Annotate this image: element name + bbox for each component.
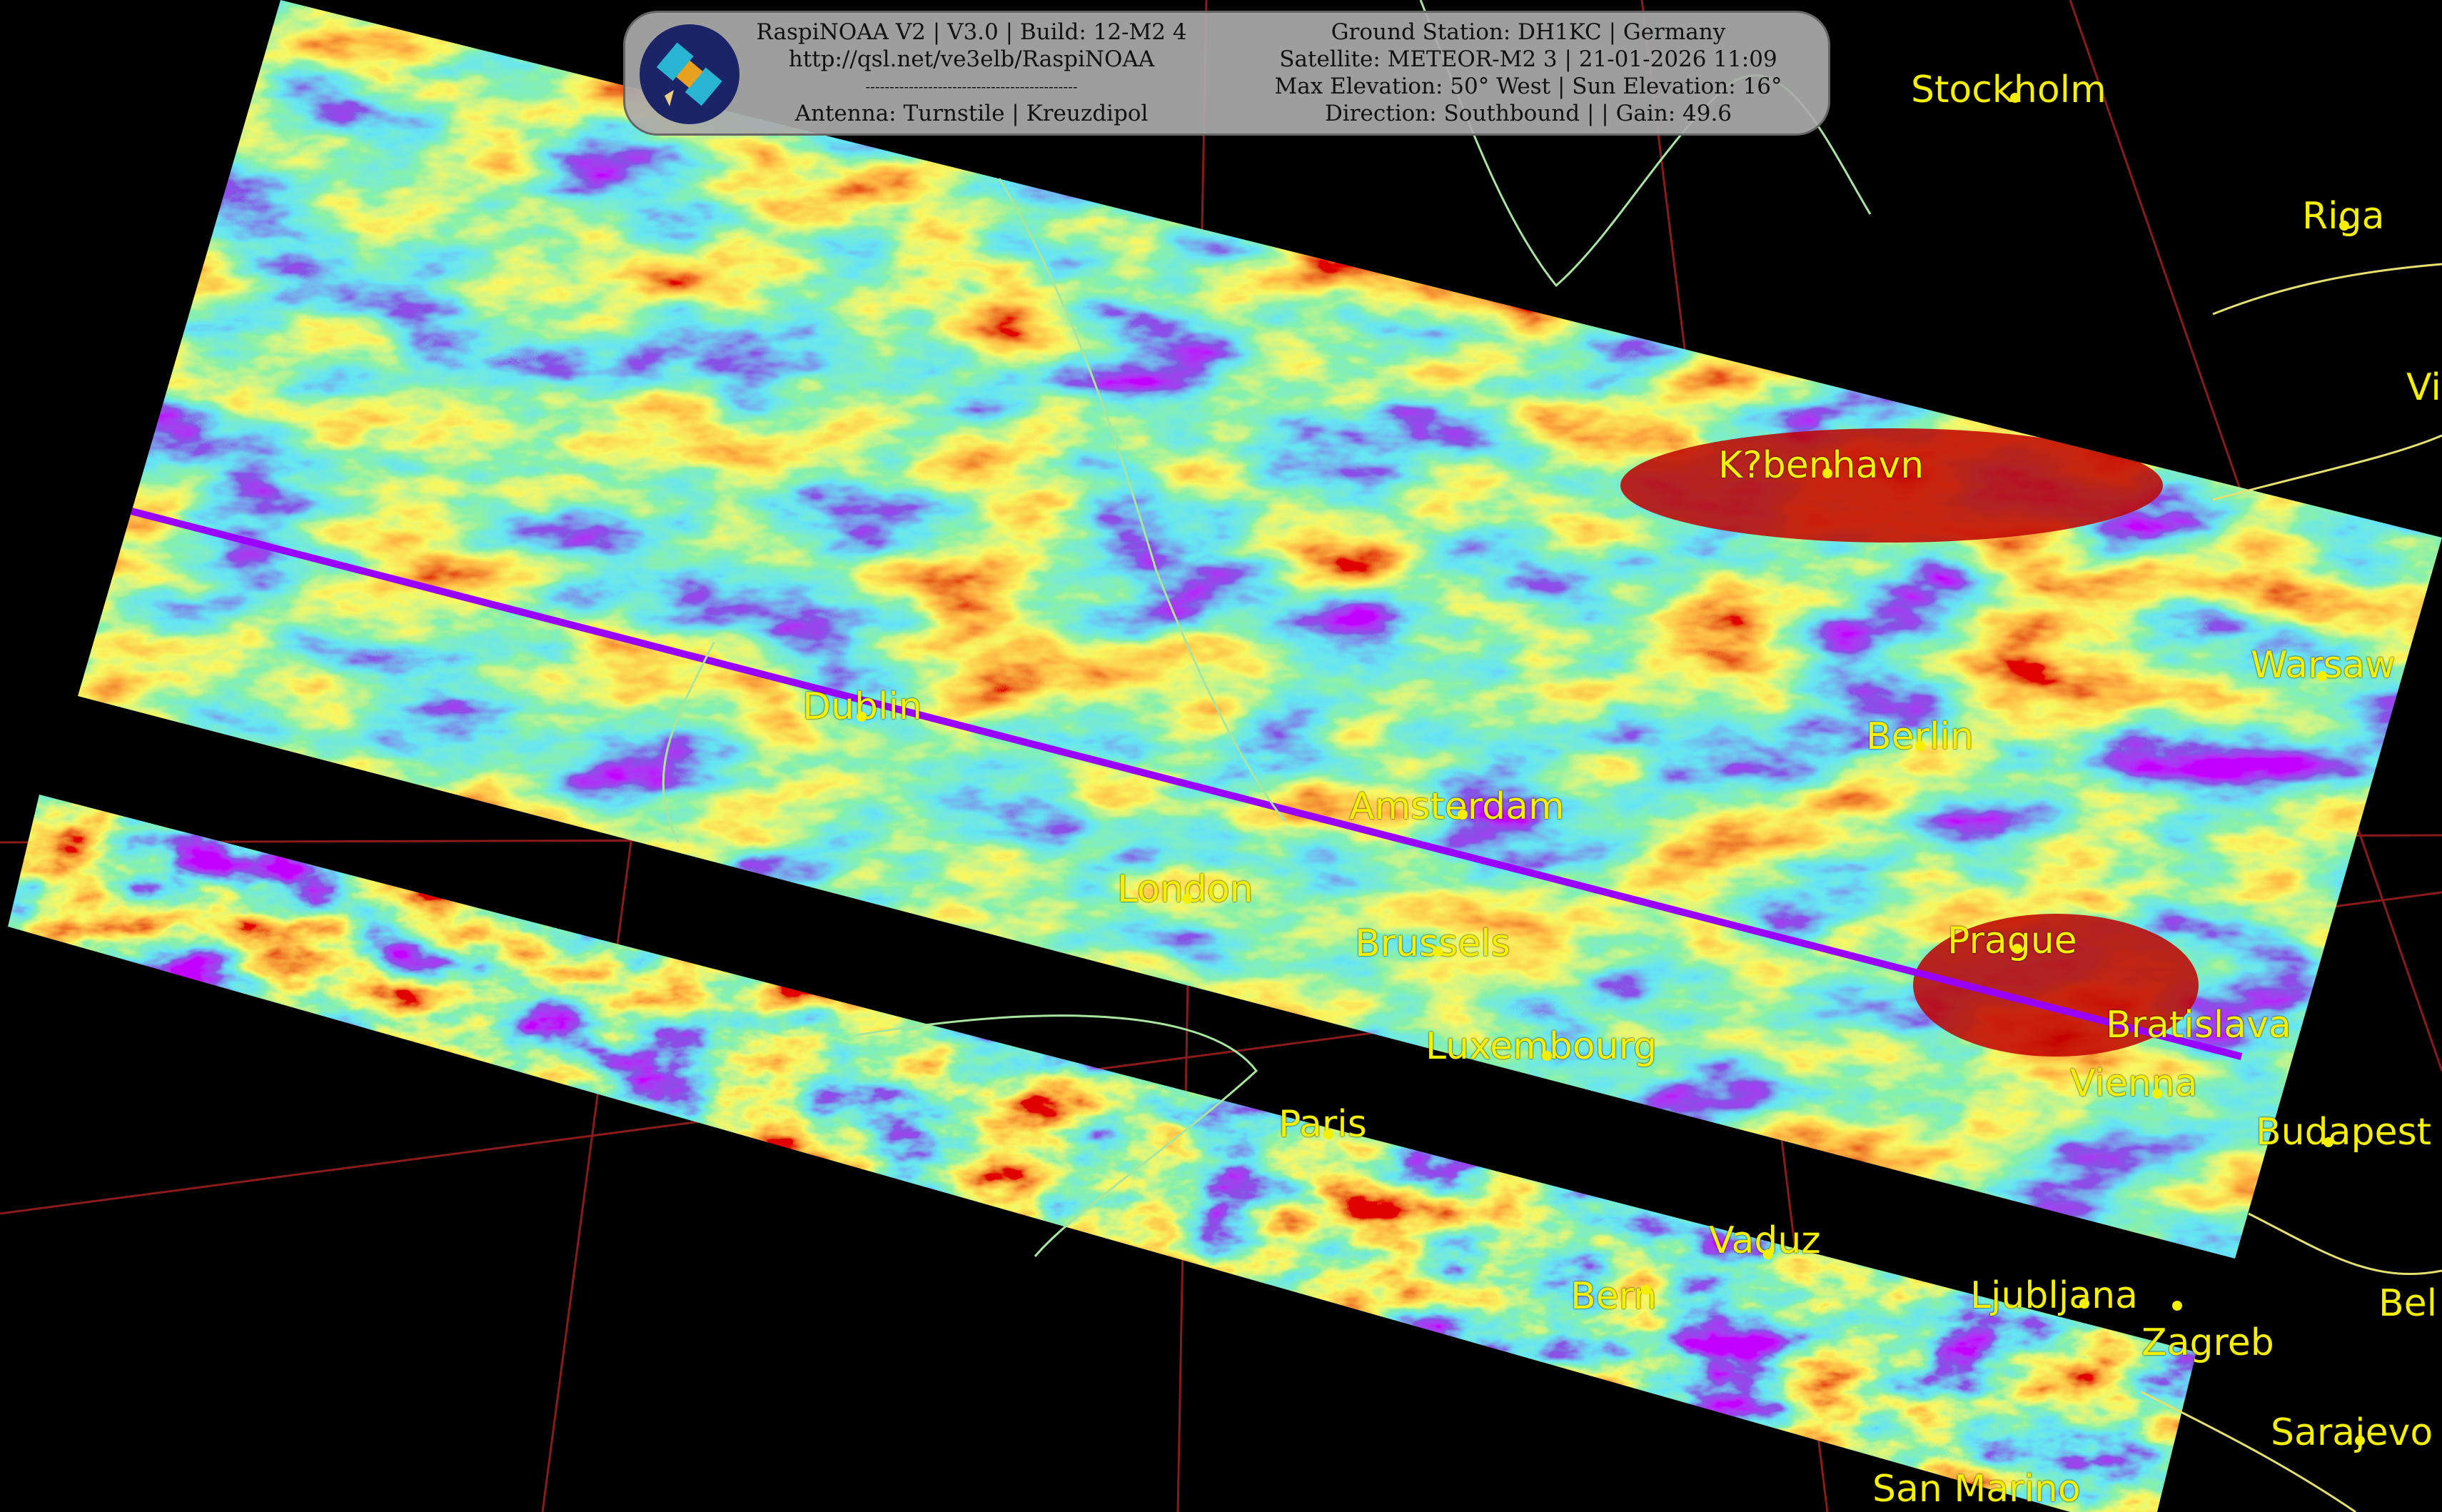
city-marker bbox=[2172, 1301, 2182, 1311]
city-label: Brussels bbox=[1355, 922, 1510, 965]
city-marker bbox=[1763, 1249, 1773, 1259]
city-marker bbox=[2355, 1436, 2365, 1446]
city-marker bbox=[2324, 1137, 2333, 1147]
city-label: Sarajevo bbox=[2271, 1411, 2433, 1454]
city-label: Stockholm bbox=[1911, 69, 2107, 111]
borders bbox=[2141, 263, 2442, 1512]
antenna-info: Antenna: Turnstile | Kreuzdipol bbox=[794, 101, 1149, 126]
city-marker bbox=[1641, 1285, 1651, 1295]
city-marker bbox=[2012, 944, 2022, 954]
city-label: Bratislava bbox=[2106, 1004, 2291, 1047]
ground-station-info: Ground Station: DH1KC | Germany bbox=[1331, 19, 1726, 45]
ireland-coastline bbox=[662, 642, 715, 843]
city-label: Amsterdam bbox=[1349, 785, 1565, 828]
city-marker bbox=[1433, 947, 1443, 957]
britain-coastline bbox=[998, 178, 1286, 822]
city-label: Bel bbox=[2378, 1282, 2438, 1325]
project-url: http://qsl.net/ve3elb/RaspiNOAA bbox=[788, 46, 1155, 72]
city-marker bbox=[2079, 1299, 2089, 1309]
city-label: Luxembourg bbox=[1426, 1025, 1658, 1068]
city-marker bbox=[1915, 741, 1925, 751]
software-version: RaspiNOAA V2 | V3.0 | Build: 12-M2 4 bbox=[756, 19, 1187, 45]
satellite-icon bbox=[640, 24, 740, 124]
city-marker bbox=[857, 712, 867, 722]
city-marker bbox=[2317, 671, 2327, 681]
city-marker bbox=[1542, 1051, 1552, 1061]
header-left-column: RaspiNOAA V2 | V3.0 | Build: 12-M2 4 htt… bbox=[754, 19, 1189, 127]
city-marker bbox=[1323, 1129, 1333, 1139]
city-label: Paris bbox=[1278, 1103, 1367, 1146]
france-coastline bbox=[856, 1014, 1258, 1257]
city-marker bbox=[1182, 894, 1192, 904]
city-label: Ljubljana bbox=[1970, 1274, 2138, 1317]
city-marker bbox=[2339, 221, 2349, 231]
coastlines bbox=[662, 0, 1872, 1257]
elevation-info: Max Elevation: 50° West | Sun Elevation:… bbox=[1274, 74, 1782, 99]
city-label: Prague bbox=[1947, 919, 2077, 962]
border-line bbox=[2141, 1391, 2356, 1512]
satellite-info: Satellite: METEOR-M2 3 | 21-01-2026 11:0… bbox=[1279, 46, 1777, 72]
direction-gain-info: Direction: Southbound | | Gain: 49.6 bbox=[1324, 101, 1732, 126]
city-label: San Marino bbox=[1872, 1468, 2081, 1511]
border-line bbox=[2248, 1212, 2442, 1275]
city-marker bbox=[1458, 810, 1468, 820]
pass-info-header: RaspiNOAA V2 | V3.0 | Build: 12-M2 4 htt… bbox=[623, 11, 1830, 136]
city-label: Vienna bbox=[2070, 1062, 2198, 1105]
city-marker bbox=[2152, 1089, 2162, 1099]
city-label: Zagreb bbox=[2141, 1321, 2274, 1364]
border-line bbox=[2212, 263, 2442, 316]
city-marker bbox=[2010, 93, 2020, 103]
border-line bbox=[2212, 434, 2442, 501]
city-label: K?benhavn bbox=[1718, 444, 1924, 487]
header-right-column: Ground Station: DH1KC | Germany Satellit… bbox=[1239, 19, 1817, 127]
separator-line: ----------------------------------------… bbox=[865, 78, 1078, 95]
city-marker bbox=[1822, 468, 1832, 478]
city-label: Vi bbox=[2406, 366, 2441, 409]
city-label: Budapest bbox=[2256, 1111, 2431, 1154]
city-label: Bern bbox=[1570, 1275, 1658, 1318]
